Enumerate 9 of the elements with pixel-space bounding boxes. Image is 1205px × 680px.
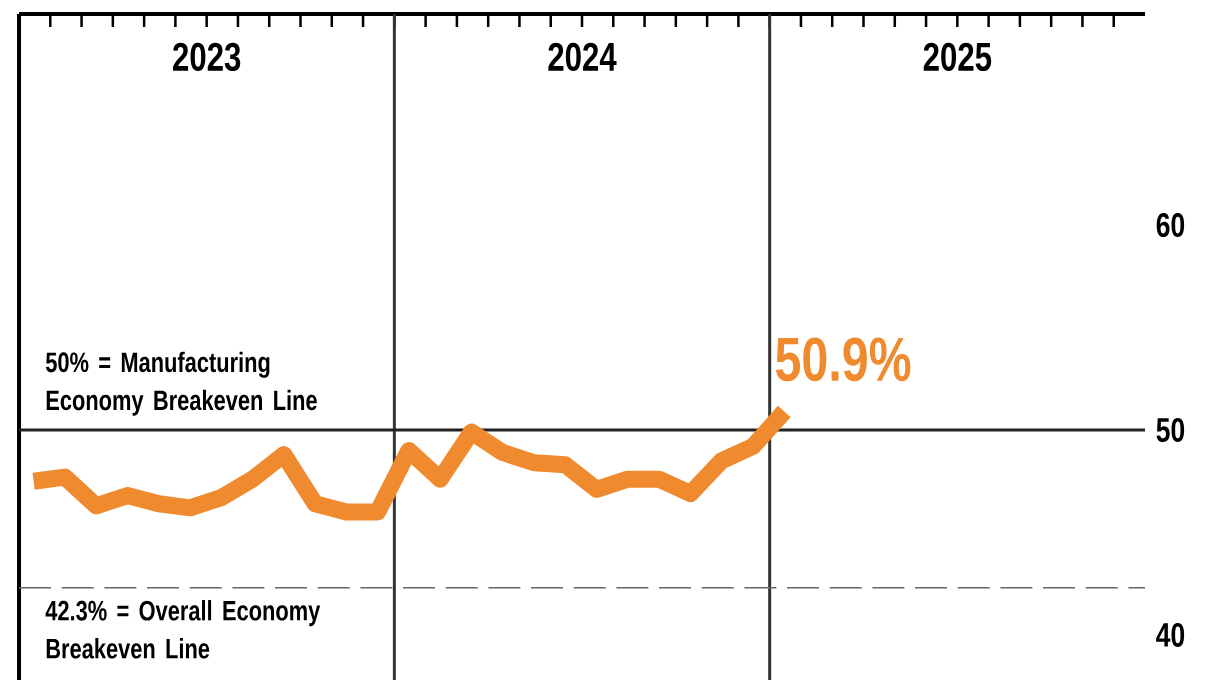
ref-line-label: 50% = Manufacturing Economy Breakeven Line	[45, 351, 317, 416]
y-tick-label: 50	[1156, 417, 1185, 443]
annotation: 50.9%	[776, 337, 911, 382]
ref-line-label: 42.3% = Overall Economy Breakeven Line	[45, 600, 321, 659]
y-tick-label: 40	[1156, 622, 1185, 647]
x-tick-label: 2024	[548, 42, 617, 72]
y-tick-label: 60	[1156, 213, 1185, 238]
x-tick-label: 2025	[923, 42, 992, 72]
x-tick-label: 2023	[173, 42, 241, 72]
